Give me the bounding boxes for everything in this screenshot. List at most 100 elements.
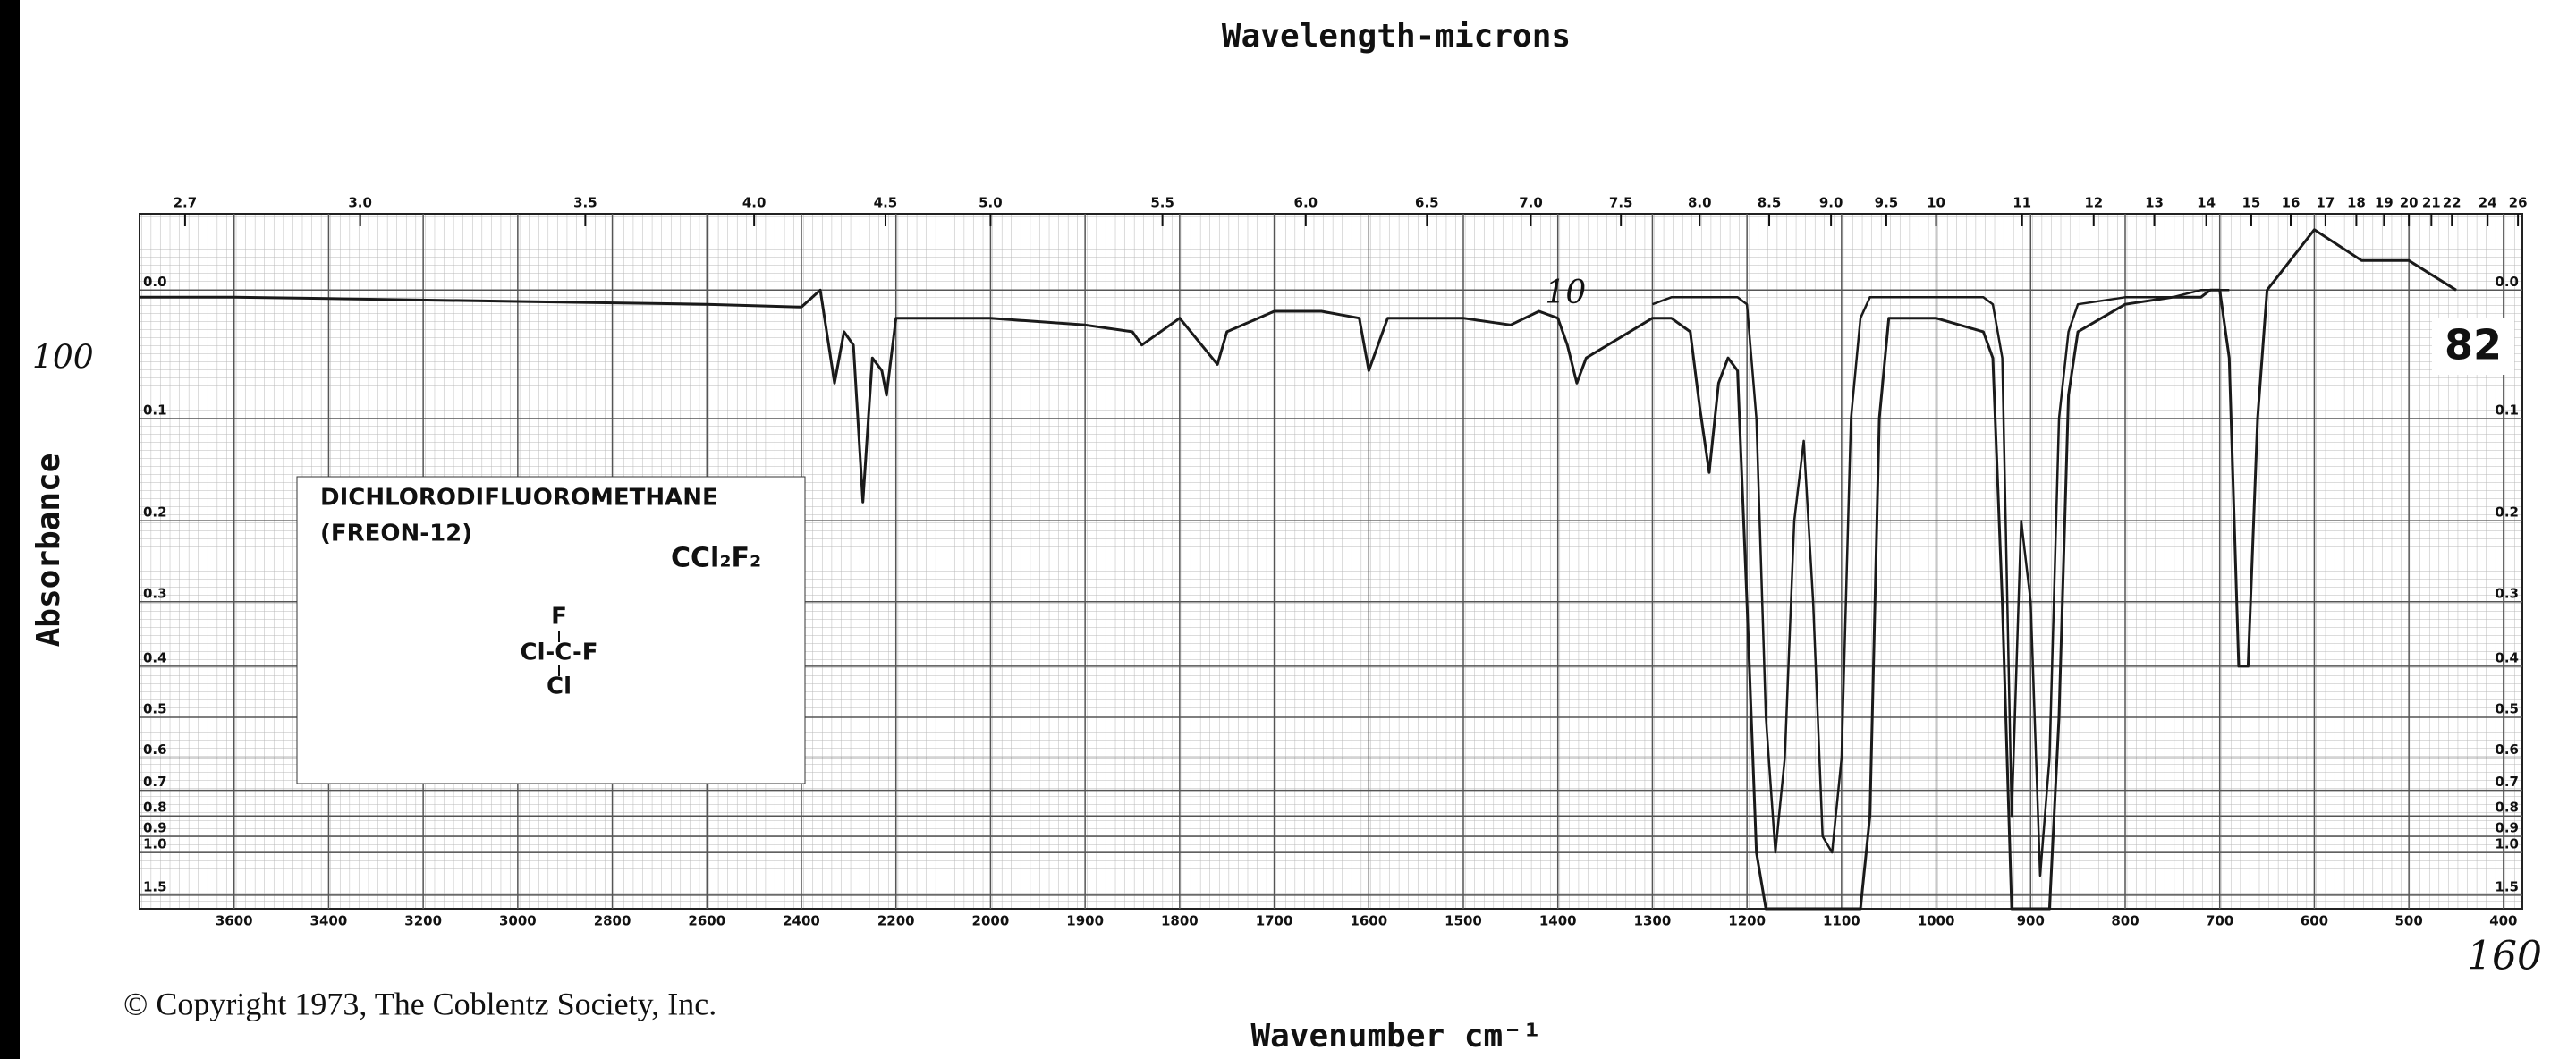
trace-label: 10 <box>1545 275 1586 311</box>
top-tick-label: 10 <box>1927 195 1945 211</box>
copyright: © Copyright 1973, The Coblentz Society, … <box>123 986 716 1021</box>
top-tick-label: 24 <box>2479 195 2497 211</box>
scan-edge <box>0 0 20 1059</box>
y-tick-label: 0.8 <box>143 800 167 816</box>
top-tick-label: 9.5 <box>1875 195 1899 211</box>
y-tick-label: 1.0 <box>2495 836 2519 852</box>
compound-formula: CCl₂F₂ <box>671 543 761 574</box>
y-tick-label: 0.2 <box>2495 504 2519 521</box>
top-tick-label: 12 <box>2084 195 2103 211</box>
top-tick-label: 14 <box>2197 195 2216 211</box>
y-tick-label: 0.0 <box>143 274 167 290</box>
y-tick-label: 0.0 <box>2495 274 2519 290</box>
top-axis-label: Wavelength-microns <box>1222 18 1571 55</box>
y-tick-label: 0.4 <box>143 649 167 665</box>
top-tick-label: 22 <box>2443 195 2462 211</box>
y-tick-label: 0.3 <box>2495 585 2519 601</box>
x-tick-label: 1100 <box>1823 913 1860 929</box>
top-tick-label: 8.5 <box>1758 195 1782 211</box>
x-tick-label: 1400 <box>1539 913 1577 929</box>
y-tick-label: 0.6 <box>143 741 167 758</box>
x-tick-label: 3200 <box>404 913 442 929</box>
labels: 0.0 0.0 0.1 0.1 0.2 0.2 0.3 0.3 0.4 0.4 0.5 0.5 0.6 0… <box>32 195 2528 929</box>
top-tick-label: 18 <box>2347 195 2366 211</box>
handwritten-note: 160 <box>2467 934 2542 979</box>
y-tick-label: 0.1 <box>143 402 167 418</box>
top-tick-label: 16 <box>2282 195 2301 211</box>
top-tick-label: 20 <box>2400 195 2419 211</box>
structure-atom: F <box>551 604 567 631</box>
x-tick-label: 600 <box>2301 913 2328 929</box>
x-tick-label: 1900 <box>1066 913 1104 929</box>
y-tick-label: 0.9 <box>2495 820 2519 836</box>
top-tick-label: 9.0 <box>1819 195 1843 211</box>
y-tick-label: 0.7 <box>2495 774 2519 790</box>
x-tick-label: 2400 <box>783 913 820 929</box>
top-tick-label: 6.0 <box>1294 195 1318 211</box>
top-tick-label: 4.5 <box>874 195 898 211</box>
trace-label: 100 <box>32 339 94 376</box>
top-tick-label: 7.5 <box>1609 195 1633 211</box>
x-tick-label: 1600 <box>1350 913 1387 929</box>
x-tick-label: 400 <box>2489 913 2517 929</box>
top-tick-label: 7.0 <box>1519 195 1543 211</box>
x-tick-label: 1700 <box>1256 913 1293 929</box>
top-tick-label: 8.0 <box>1688 195 1712 211</box>
compound-synonym: (FREON-12) <box>320 521 472 547</box>
top-tick-label: 4.0 <box>742 195 767 211</box>
x-tick-label: 1000 <box>1918 913 1955 929</box>
x-tick-label: 3400 <box>310 913 348 929</box>
top-tick-label: 19 <box>2375 195 2394 211</box>
y-tick-label: 0.7 <box>143 774 167 790</box>
y-tick-label: 0.5 <box>143 701 167 717</box>
structure-row: Cl-C-F <box>520 640 597 666</box>
x-tick-label: 500 <box>2394 913 2422 929</box>
x-axis-label: Wavenumber cm⁻¹ <box>1250 1018 1541 1055</box>
y-tick-label: 1.5 <box>2495 878 2519 894</box>
top-tick-label: 5.0 <box>979 195 1003 211</box>
y-axis-label: Absorbance <box>30 453 67 648</box>
top-tick-label: 13 <box>2145 195 2164 211</box>
top-tick-label: 2.7 <box>174 195 198 211</box>
x-tick-label: 2200 <box>877 913 915 929</box>
x-tick-label: 3000 <box>499 913 537 929</box>
x-tick-label: 1800 <box>1161 913 1199 929</box>
plate-number: 82 <box>2445 321 2502 369</box>
y-tick-label: 0.3 <box>143 585 167 601</box>
y-tick-label: 1.0 <box>143 836 167 852</box>
compound-box <box>296 476 806 784</box>
x-tick-label: 2600 <box>688 913 725 929</box>
x-tick-label: 3600 <box>216 913 253 929</box>
x-tick-label: 1500 <box>1445 913 1482 929</box>
y-tick-label: 1.5 <box>143 878 167 894</box>
y-tick-label: 0.6 <box>2495 741 2519 758</box>
top-tick-label: 21 <box>2422 195 2441 211</box>
y-tick-label: 0.5 <box>2495 701 2519 717</box>
x-tick-label: 1300 <box>1634 913 1672 929</box>
y-tick-label: 0.2 <box>143 504 167 521</box>
x-tick-label: 2800 <box>594 913 631 929</box>
top-tick-label: 15 <box>2242 195 2261 211</box>
x-tick-label: 800 <box>2111 913 2139 929</box>
top-tick-label: 26 <box>2509 195 2528 211</box>
plate-box <box>2432 318 2514 375</box>
y-tick-label: 0.8 <box>2495 800 2519 816</box>
compound-name: DICHLORODIFLUOROMETHANE <box>320 485 718 512</box>
top-tick-label: 6.5 <box>1415 195 1439 211</box>
top-tick-label: 3.0 <box>348 195 372 211</box>
spectrum-trace <box>140 228 2457 911</box>
x-tick-label: 1200 <box>1728 913 1766 929</box>
y-tick-label: 0.4 <box>2495 649 2519 665</box>
structure-atom: Cl <box>547 674 572 700</box>
x-tick-label: 900 <box>2017 913 2045 929</box>
y-tick-label: 0.1 <box>2495 402 2519 418</box>
traces <box>140 228 2457 911</box>
spectrum-trace <box>1651 289 2230 877</box>
top-tick-label: 11 <box>2012 195 2031 211</box>
x-tick-label: 2000 <box>972 913 1010 929</box>
y-tick-label: 0.9 <box>143 820 167 836</box>
top-tick-label: 3.5 <box>573 195 597 211</box>
top-tick-label: 5.5 <box>1150 195 1174 211</box>
x-tick-label: 700 <box>2206 913 2233 929</box>
